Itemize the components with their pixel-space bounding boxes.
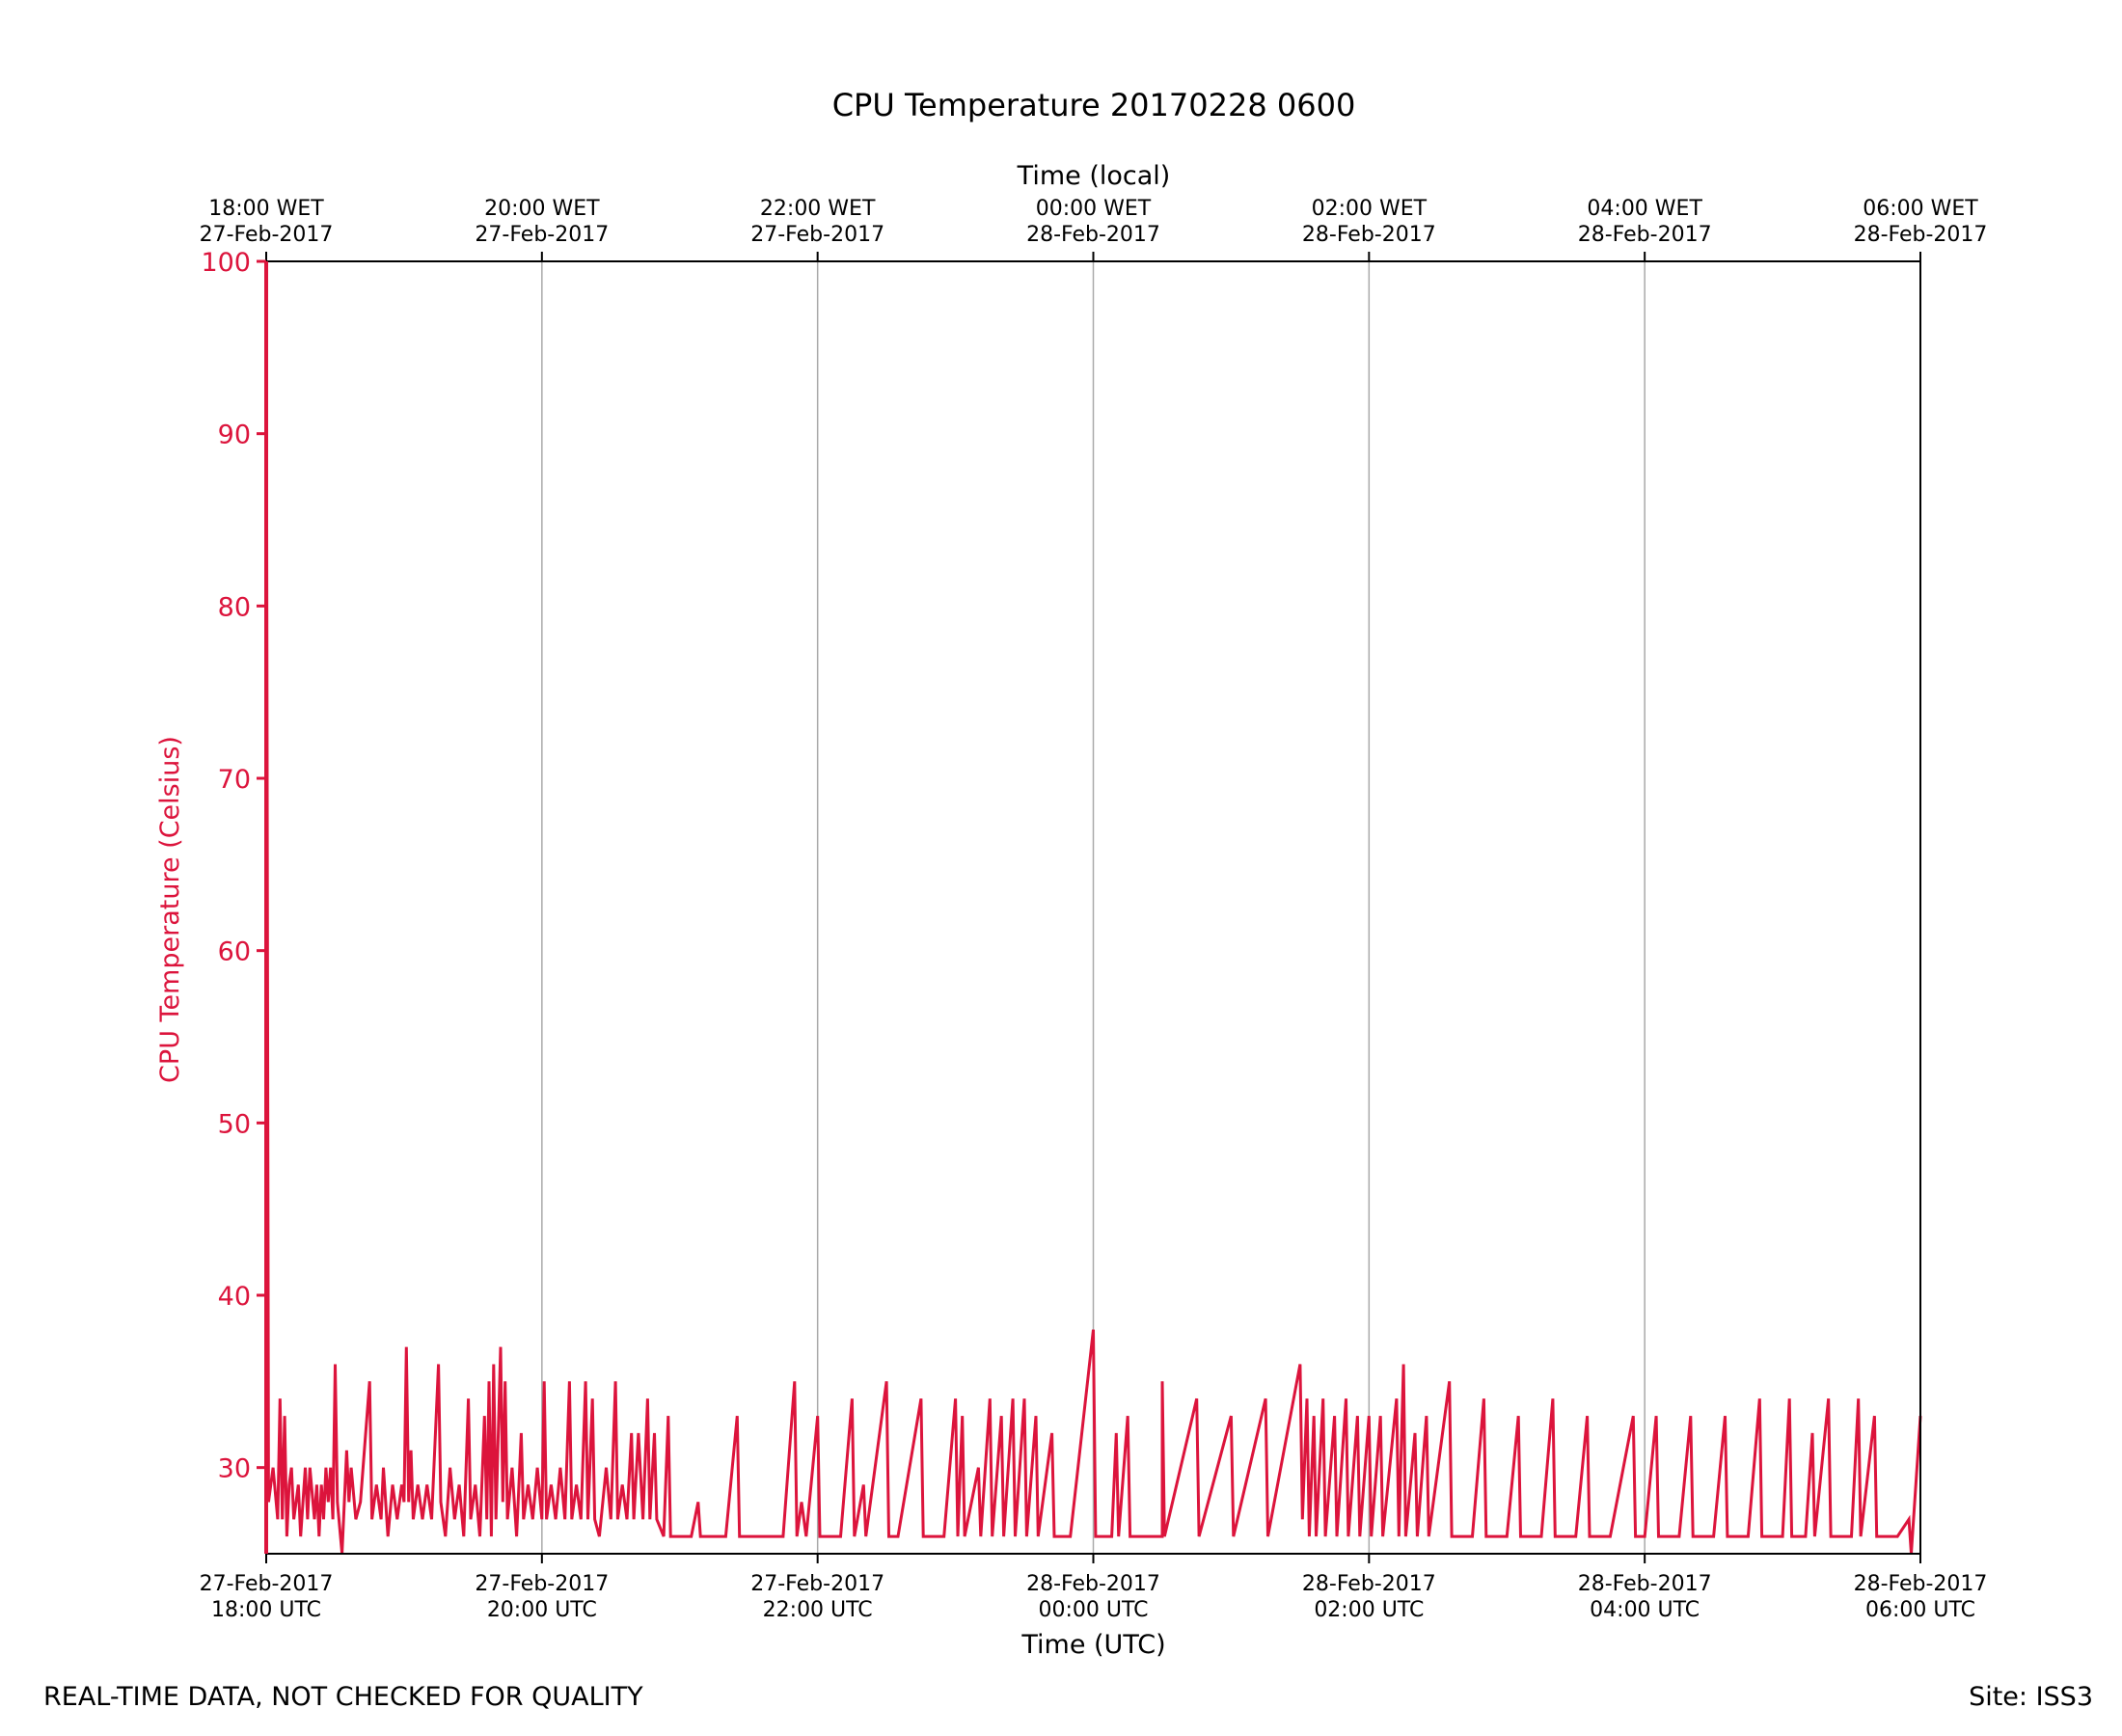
x-tick-label-time: 02:00 UTC [1314,1598,1424,1622]
series-layer [264,260,1922,1555]
x-tick-label-time: 20:00 UTC [487,1598,597,1622]
y-tick-label: 50 [218,1109,251,1139]
x-tick-top-label-time: 04:00 WET [1587,197,1702,221]
x-tick-top-label-date: 28-Feb-2017 [1578,223,1712,247]
x-tick-label-time: 22:00 UTC [763,1598,873,1622]
x-tick-label-date: 28-Feb-2017 [1302,1572,1436,1596]
bottom-axis-label: Time (UTC) [1020,1630,1165,1660]
y-axis-label: CPU Temperature (Celsius) [155,736,185,1083]
x-tick-top-label-date: 27-Feb-2017 [475,223,609,247]
x-tick-label-date: 27-Feb-2017 [750,1572,884,1596]
x-tick-top-label-date: 27-Feb-2017 [750,223,884,247]
x-tick-label-date: 28-Feb-2017 [1854,1572,1988,1596]
x-tick-label-date: 27-Feb-2017 [200,1572,334,1596]
y-tick-label: 100 [201,248,251,278]
x-tick-top-label-time: 06:00 WET [1863,197,1978,221]
gridlines [541,261,1646,1554]
x-tick-top-label-date: 28-Feb-2017 [1302,223,1436,247]
x-tick-top-label-time: 18:00 WET [208,197,324,221]
x-tick-label-time: 04:00 UTC [1590,1598,1700,1622]
top-axis-label: Time (local) [1017,161,1171,191]
x-tick-top-label-time: 02:00 WET [1312,197,1428,221]
cpu-temperature-line [264,260,1922,1555]
x-tick-top-label-date: 28-Feb-2017 [1026,223,1160,247]
y-tick-label: 40 [218,1282,251,1312]
x-tick-top-label-time: 20:00 WET [484,197,600,221]
x-tick-top-label-date: 27-Feb-2017 [200,223,334,247]
y-tick-label: 90 [218,420,251,450]
x-tick-label-date: 27-Feb-2017 [475,1572,609,1596]
x-tick-label-date: 28-Feb-2017 [1578,1572,1712,1596]
y-tick-label: 80 [218,592,251,622]
x-tick-label-date: 28-Feb-2017 [1026,1572,1160,1596]
x-tick-label-time: 00:00 UTC [1038,1598,1148,1622]
chart-title: CPU Temperature 20170228 0600 [832,87,1356,123]
site-label: Site: ISS3 [1969,1682,2093,1712]
x-tick-label-time: 06:00 UTC [1865,1598,1975,1622]
y-tick-label: 70 [218,765,251,795]
y-tick-label: 30 [218,1454,251,1484]
x-tick-label-time: 18:00 UTC [211,1598,321,1622]
x-tick-top-label-date: 28-Feb-2017 [1854,223,1988,247]
x-tick-top-label-time: 00:00 WET [1036,197,1152,221]
quality-disclaimer: REAL-TIME DATA, NOT CHECKED FOR QUALITY [43,1682,643,1712]
x-tick-top-label-time: 22:00 WET [760,197,876,221]
y-tick-label: 60 [218,937,251,967]
